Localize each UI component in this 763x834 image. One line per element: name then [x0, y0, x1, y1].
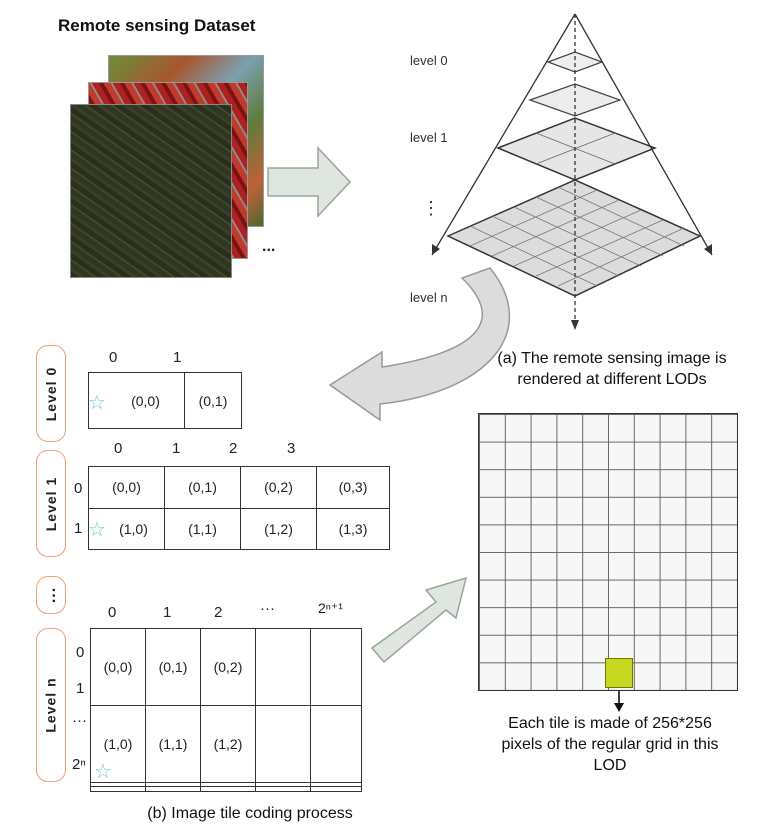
level-1-row-header: 1 [74, 520, 83, 537]
level-1-col-header: 3 [287, 440, 296, 457]
tile-cell: (0,2) [200, 628, 256, 706]
level-n-row-header: ··· [72, 712, 87, 729]
star-marker-icon: ☆ [88, 519, 106, 541]
level-1-col-header: 2 [229, 440, 238, 457]
highlighted-tile [605, 658, 633, 688]
level-n-col-header: ··· [260, 600, 275, 617]
level-n-row-header: 0 [76, 644, 85, 661]
caption-a: (a) The remote sensing image is rendered… [497, 350, 727, 388]
level-1-col-header: 1 [172, 440, 181, 457]
tile-cell [255, 704, 311, 783]
pyramid-level-0-label: level 0 [410, 53, 448, 68]
tile-cell: (0,1) [184, 372, 242, 429]
level-n-col-header: 1 [163, 604, 172, 621]
tile-cell: (1,3) [316, 507, 390, 550]
level-n-col-header: 2ⁿ⁺¹ [318, 600, 343, 616]
arrow-dataset-to-pyramid [267, 146, 352, 218]
tile-cell [310, 704, 362, 783]
level-0-col-header: 1 [173, 349, 182, 366]
tile-cell: (0,1) [145, 628, 201, 706]
lod-pyramid [431, 13, 713, 330]
regular-tile-grid [478, 413, 738, 691]
tile-cell [255, 786, 311, 792]
tile-cell: (1,2) [240, 507, 317, 550]
level-n-col-header: 2 [214, 604, 223, 621]
dataset-ellipsis: ... [262, 238, 276, 255]
tile-cell: (0,3) [316, 466, 390, 509]
star-marker-icon: ☆ [88, 392, 106, 414]
level-n-col-header: 0 [108, 604, 117, 621]
dataset-title: Remote sensing Dataset [58, 16, 256, 35]
tile-cell: (1,2) [200, 704, 256, 783]
tile-cell [310, 786, 362, 792]
pyramid-ellipsis: ⋮ [422, 198, 440, 218]
tile-cell: (1,0) [88, 507, 165, 550]
tile-cell: (0,0) [88, 466, 165, 509]
arrow-pyramid-to-tiles [328, 267, 510, 422]
star-marker-icon: ☆ [94, 761, 112, 783]
tile-cell: (0,1) [164, 466, 241, 509]
level-0-tile-grid: (0,0) (0,1) [88, 372, 242, 429]
level-1-tile-grid: (0,0) (0,1) (0,2) (0,3) (1,0) (1,1) (1,2… [88, 466, 390, 550]
tile-cell: (0,2) [240, 466, 317, 509]
arrow-tiles-to-grid [370, 576, 468, 664]
level-n-tile-grid: (0,0) (0,1) (0,2) (1,0) (1,1) (1,2) [90, 628, 362, 792]
tile-cell [200, 786, 256, 792]
tile-cell [90, 786, 146, 792]
tile-cell [255, 628, 311, 706]
tile-cell: (0,0) [90, 628, 146, 706]
caption-b: (b) Image tile coding process [147, 805, 353, 822]
level-0-pill: Level 0 [36, 345, 66, 442]
pyramid-level-n-label: level n [410, 290, 448, 305]
level-1-pill: Level 1 [36, 450, 66, 557]
level-1-row-header: 0 [74, 480, 83, 497]
tile-cell: (1,0) [90, 704, 146, 783]
satellite-image-front [70, 104, 232, 278]
tile-cell [310, 628, 362, 706]
level-n-row-header: 1 [76, 680, 85, 697]
level-ellipsis-pill: ... [36, 576, 66, 614]
tile-cell [145, 786, 201, 792]
level-0-col-header: 0 [109, 349, 118, 366]
tile-cell: (1,1) [164, 507, 241, 550]
tile-cell: (0,0) [88, 372, 185, 429]
tile-note: Each tile is made of 256*256 pixels of t… [501, 715, 719, 774]
level-1-col-header: 0 [114, 440, 123, 457]
level-n-pill: Level n [36, 628, 66, 782]
level-n-row-header: 2ⁿ [72, 756, 86, 773]
tile-cell: (1,1) [145, 704, 201, 783]
pyramid-level-1-label: level 1 [410, 130, 448, 145]
